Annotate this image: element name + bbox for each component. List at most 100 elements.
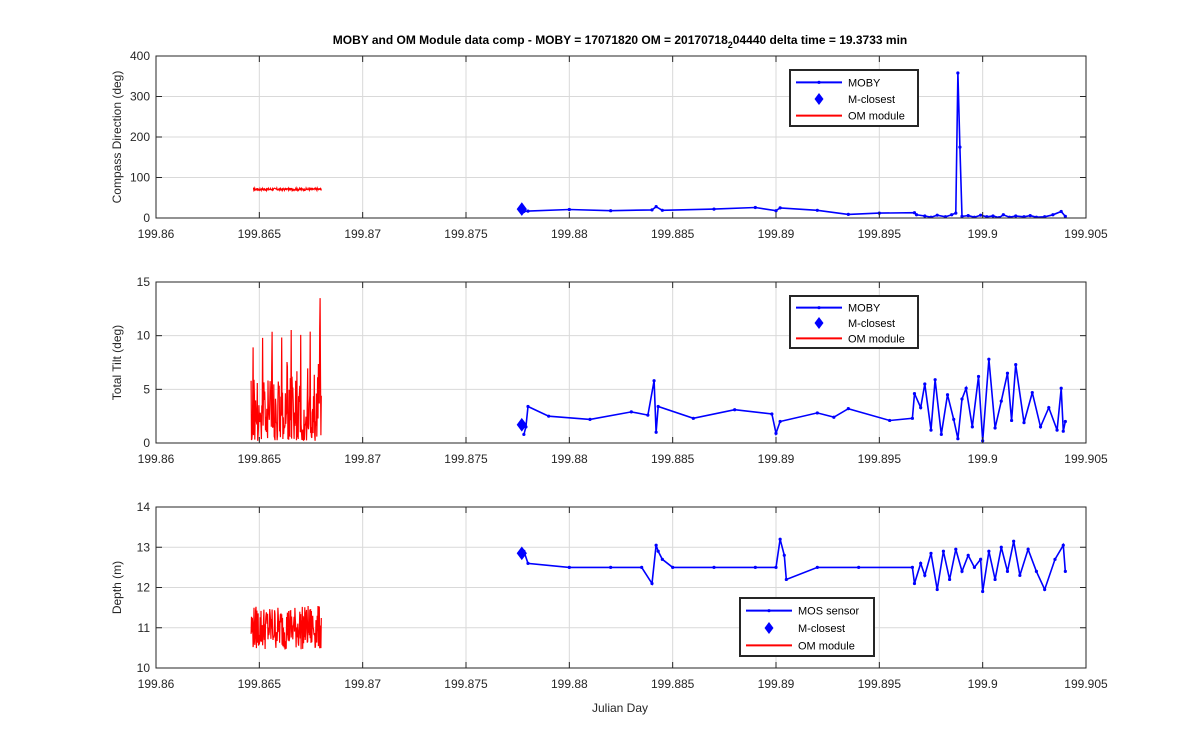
y-axis-label: Compass Direction (deg) [110, 71, 124, 204]
moby-data-point [522, 432, 526, 437]
y-tick-label: 15 [137, 275, 151, 289]
moby-data-point [1022, 215, 1026, 218]
legend: MOBY M-closest OM module [789, 295, 919, 349]
moby-data-point [935, 587, 939, 592]
y-tick-label: 200 [130, 130, 150, 144]
moby-data-point [1063, 214, 1067, 218]
y-tick-label: 0 [143, 211, 150, 225]
x-tick-label: 199.9 [968, 677, 998, 691]
legend: MOS sensor M-closest OM module [739, 597, 875, 657]
x-tick-label: 199.89 [758, 452, 795, 466]
moby-data-point [671, 565, 675, 569]
moby-data-point [656, 549, 660, 553]
moby-data-point [567, 565, 571, 569]
moby-data-point [712, 565, 716, 569]
y-tick-label: 0 [143, 436, 150, 450]
x-tick-label: 199.905 [1064, 677, 1108, 691]
moby-data-point [952, 417, 956, 421]
moby-data-point [954, 211, 958, 215]
moby-data-point [987, 549, 991, 553]
moby-data-point [956, 71, 960, 75]
moby-data-point [1061, 543, 1065, 547]
moby-data-point [609, 565, 613, 569]
om-module-series [252, 185, 322, 193]
moby-data-point [941, 549, 946, 553]
moby-data-point [815, 411, 819, 415]
moby-data-point [1030, 390, 1034, 395]
moby-data-point [753, 205, 757, 210]
y-tick-label: 400 [130, 49, 150, 63]
data-layer [250, 298, 1067, 443]
x-tick-label: 199.885 [651, 677, 695, 691]
moby-data-point [999, 545, 1003, 549]
moby-data-point [914, 213, 919, 217]
x-tick-label: 199.895 [858, 677, 902, 691]
moby-data-point [933, 378, 937, 382]
x-tick-label: 199.88 [551, 677, 588, 691]
moby-data-point [966, 553, 970, 557]
moby-data-point [1059, 209, 1063, 214]
subplot-group: 199.86 199.865 199.87 199.875 199.88 199.885 1… [110, 49, 1108, 691]
moby-data-point [650, 208, 654, 212]
moby-data-point [660, 557, 664, 561]
moby-data-point [832, 415, 836, 419]
moby-data-point [815, 565, 819, 569]
y-tick-label: 14 [137, 500, 151, 514]
moby-data-point [646, 413, 650, 417]
moby-data-point [1028, 213, 1032, 218]
moby-data-point [815, 208, 819, 212]
x-tick-label: 199.865 [238, 452, 282, 466]
x-tick-label: 199.86 [138, 677, 175, 691]
om-module-series [250, 298, 322, 442]
legend: MOBY M-closest OM module [789, 69, 919, 127]
x-tick-label: 199.89 [758, 677, 795, 691]
moby-data-point [954, 547, 958, 551]
moby-data-point [972, 215, 976, 218]
y-tick-label: 5 [143, 382, 150, 396]
title-tail: 04440 delta time = 19.3733 min [733, 33, 907, 47]
moby-data-point [526, 404, 530, 409]
moby-data-point [650, 581, 654, 586]
moby-data-point [981, 589, 985, 594]
moby-data-point [966, 213, 970, 218]
moby-data-point [991, 214, 995, 218]
moby-data-point [945, 393, 950, 397]
legend-entry: OM module [848, 333, 905, 345]
moby-data-point [1034, 569, 1038, 574]
moby-data-point [960, 214, 964, 218]
moby-data-point [774, 565, 778, 569]
legend-swatch-marker [814, 317, 824, 329]
x-tick-label: 199.905 [1064, 452, 1108, 466]
legend-entry: OM module [798, 640, 855, 652]
moby-data-point [999, 399, 1003, 403]
y-tick-label: 300 [130, 90, 150, 104]
moby-data-point [640, 565, 644, 569]
moby-data-point [1005, 569, 1010, 574]
moby-data-point [774, 209, 778, 213]
moby-data-point [935, 213, 939, 217]
legend-entry: MOBY [848, 303, 881, 315]
moby-data-point [778, 206, 782, 210]
legend-entry: M-closest [848, 318, 895, 330]
moby-data-point [656, 404, 660, 409]
moby-data-point [652, 379, 656, 383]
moby-data-point [778, 537, 782, 541]
subplot-3: 199.86 199.865 199.87 199.875 199.88 199.885 1… [110, 500, 1108, 691]
moby-data-point [958, 145, 962, 149]
legend-entry: M-closest [848, 94, 895, 106]
legend-swatch-dot [767, 609, 771, 613]
moby-data-point [1014, 214, 1018, 218]
moby-data-point [993, 577, 997, 582]
moby-data-point [1043, 215, 1047, 218]
moby-data-point [888, 418, 892, 423]
x-tick-label: 199.885 [651, 227, 695, 241]
moby-data-point [929, 215, 933, 218]
x-tick-label: 199.875 [444, 227, 488, 241]
moby-data-point [987, 357, 991, 361]
moby-data-point [1063, 419, 1067, 424]
moby-data-point [526, 209, 530, 213]
moby-data-point [526, 561, 530, 565]
moby-data-point [654, 430, 658, 434]
moby-data-point [929, 551, 933, 555]
y-axis-label: Total Tilt (deg) [110, 325, 124, 400]
